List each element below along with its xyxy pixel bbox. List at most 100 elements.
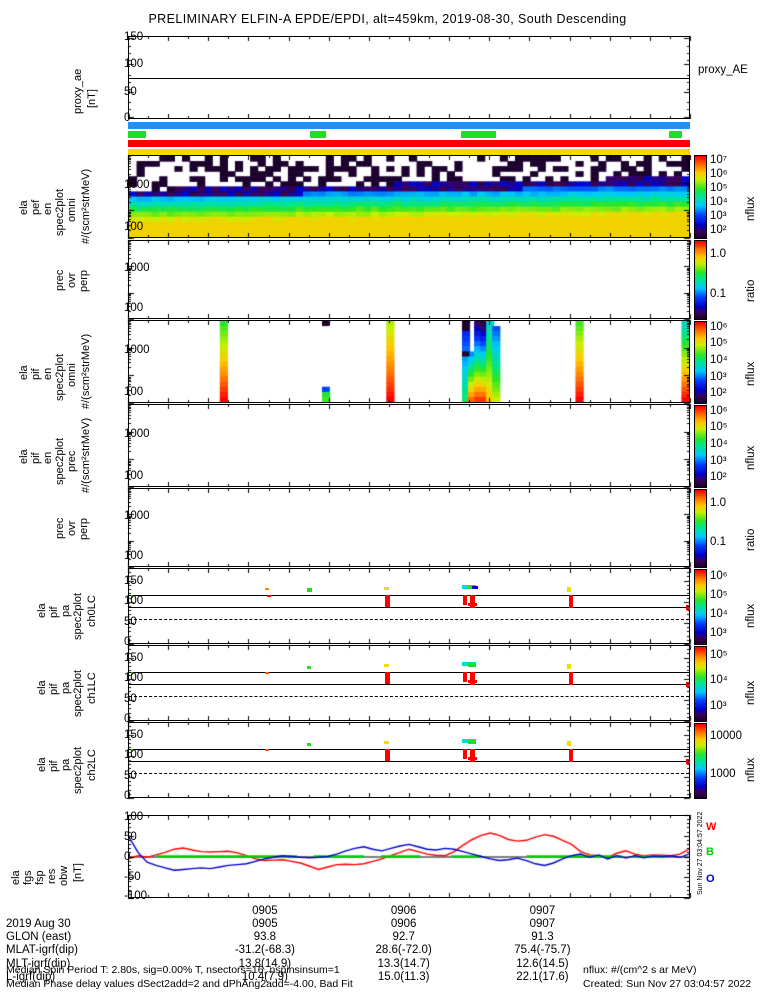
lc-flux-marker — [383, 664, 389, 667]
panel-label-ch0lc-pif: pif — [48, 606, 60, 618]
panel-epde-ratio — [128, 240, 690, 319]
panel-label-epde-ela: ela — [18, 200, 30, 215]
panel-label-epdiprec-unit: #/(scm²strMeV) — [80, 417, 92, 493]
page-title: PRELIMINARY ELFIN-A EPDE/EPDI, alt=459km… — [148, 12, 627, 26]
panel-label-fgs-fgs: fgs — [22, 870, 34, 885]
panel-label-proxy-unit: [nT] — [86, 89, 98, 108]
lc-flux-marker — [463, 595, 468, 605]
lc-flux-marker — [265, 749, 270, 751]
panel-label-epde-omni: omni — [66, 198, 78, 222]
colorbar-tick-cb6-2: 10⁴ — [710, 607, 728, 620]
table-row-label: GLON (east) — [6, 931, 72, 944]
panel-ch1lc — [128, 645, 691, 721]
table-cell: 28.6(-72.0) — [375, 944, 432, 957]
panel-label-epdiratio-perp: perp — [78, 517, 90, 540]
colorbar-cb6 — [694, 569, 707, 645]
colorbar-title-cb1: nflux — [745, 196, 757, 221]
table-cell: 92.7 — [392, 931, 415, 944]
lc-flux-marker — [385, 595, 391, 607]
table-cell: 0906 — [390, 918, 417, 930]
lc-flux-marker — [470, 672, 476, 685]
colorbar-tick-cb7-2: 10³ — [710, 699, 727, 712]
colorbar-cb2 — [694, 240, 707, 320]
panel-label-epdi-omni: omni — [66, 363, 78, 387]
colorbar-title-cb7: nflux — [745, 680, 757, 706]
table-cell: 0907 — [529, 918, 556, 930]
panel-fgs-res — [128, 815, 690, 898]
colorbar-cb1 — [694, 155, 707, 239]
lc-flux-marker — [266, 595, 271, 597]
footer-right-2: Created: Sun Nov 27 03:04:57 2022 — [583, 978, 752, 990]
lc-flux-marker — [468, 603, 478, 606]
table-cell: 13.3(14.7) — [377, 957, 430, 970]
table-row-label: 2019 Aug 30 — [6, 918, 71, 930]
colorbar-cb7 — [694, 646, 707, 722]
lc-flux-marker — [265, 588, 270, 590]
lc-flux-marker — [686, 682, 691, 687]
panel-label-fgs-obw: obw — [58, 865, 70, 886]
lc-flux-marker — [686, 759, 691, 764]
legend-o: O — [706, 873, 715, 885]
colorbar-tick-cb1-0: 10⁷ — [710, 153, 727, 166]
table-cell: -31.2(-68.3) — [234, 944, 295, 957]
panel-ch0lc — [128, 568, 691, 644]
panel-label-epderatio-ovr: ovr — [66, 272, 78, 288]
panel-label-epdi-pif: pif — [30, 368, 42, 380]
strip-green-segment — [668, 131, 682, 138]
panel-label-ch2lc-ela: ela — [36, 757, 48, 772]
colorbar-tick-cb2-0: 1.0 — [710, 248, 726, 260]
colorbar-title-cb3: nflux — [745, 361, 757, 386]
lc-flux-marker — [463, 749, 468, 759]
panel-label-epdiprec-spec2plot: spec2plot — [54, 437, 66, 485]
panel-label-fgs-ela: ela — [10, 870, 22, 885]
colorbar-tick-cb1-3: 10⁴ — [710, 195, 728, 208]
strip-red-segment — [128, 140, 690, 147]
colorbar-tick-cb1-5: 10² — [710, 223, 727, 236]
legend-b: B — [706, 846, 714, 858]
footer-left-2: Median Phase delay values dSect2add=2 an… — [6, 978, 353, 990]
panel-label-epdiratio-prec: prec — [54, 517, 66, 539]
panel-label-epde-unit: #/(scm²strMeV) — [80, 168, 92, 244]
strip-green-segment — [128, 131, 146, 138]
panel-ch2lc — [128, 722, 691, 798]
colorbar-tick-cb6-3: 10³ — [710, 626, 727, 639]
panel-epdi-ratio — [128, 488, 690, 567]
lc-flux-marker — [307, 743, 312, 746]
colorbar-tick-cb2-1: 0.1 — [710, 288, 726, 300]
panel-label-ch2lc-pa: pa — [60, 758, 72, 771]
table-row-label: L-igrf(dip) — [6, 970, 56, 983]
lc-flux-marker — [569, 672, 574, 685]
legend-w: W — [706, 821, 717, 833]
panel-label-ch2lc-pif: pif — [48, 760, 60, 772]
panel-epde-omni — [128, 155, 690, 238]
panel-label-fgs-fsp: fsp — [34, 870, 46, 885]
table-cell: 10.4(7.9) — [241, 970, 288, 983]
colorbar-tick-cb3-0: 10⁶ — [710, 320, 728, 333]
colorbar-tick-cb6-1: 10⁵ — [710, 588, 728, 601]
lc-flux-marker — [385, 672, 391, 684]
panel-label-epde-pef: pef — [30, 199, 42, 215]
strip-green-segment — [461, 131, 497, 138]
colorbar-tick-cb4-1: 10⁵ — [710, 421, 728, 434]
table-cell: 13.8(14.9) — [238, 957, 292, 970]
xaxis-tick-0905: 0905 — [252, 905, 278, 917]
strip-row-blue — [128, 122, 690, 129]
panel-label-ch0lc-pa: pa — [60, 604, 72, 617]
panel-label-epdiprec-prec: prec — [66, 450, 78, 472]
colorbar-title-cb4: nflux — [745, 445, 757, 470]
colorbar-tick-cb8-0: 10000 — [710, 730, 742, 743]
panel-label-ch0lc-spec2plot: spec2plot — [72, 592, 84, 640]
panel-label-ch2lc-spec2plot: spec2plot — [72, 746, 84, 794]
panel-label-ch1lc-ch: ch1LC — [86, 672, 98, 704]
colorbar-title-cb5: ratio — [745, 528, 757, 551]
table-cell: 93.8 — [253, 931, 277, 944]
panel-label-ch0lc-ch: ch0LC — [86, 595, 98, 627]
table-cell: 75.4(-75.7) — [514, 944, 571, 957]
panel-label-ch1lc-pa: pa — [60, 681, 72, 694]
lc-flux-marker — [468, 757, 478, 760]
proxy-ae-right-label: proxy_AE — [698, 64, 748, 76]
lc-flux-marker — [385, 749, 391, 761]
lc-flux-marker — [567, 664, 572, 669]
panel-label-epdi-spec2plot: spec2plot — [54, 353, 66, 401]
lc-flux-marker — [569, 749, 574, 762]
